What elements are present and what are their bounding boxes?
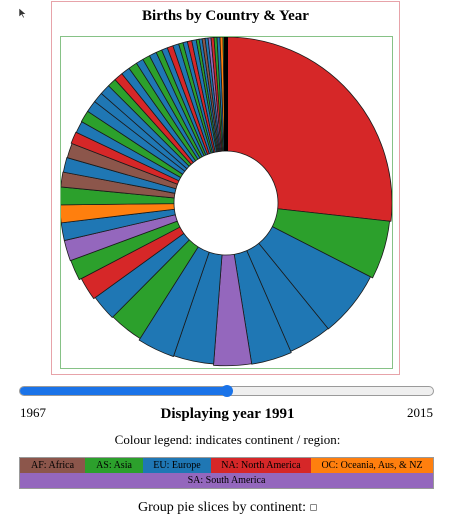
year-max-label: 2015 <box>407 405 433 420</box>
pie-slice[interactable] <box>61 186 175 206</box>
pie-slice[interactable] <box>70 131 180 185</box>
group-by-continent-label: Group pie slices by continent: <box>138 500 306 515</box>
pie-slice[interactable] <box>61 171 176 199</box>
year-min-label: 1967 <box>20 405 46 420</box>
legend-item-oceania: OC: Oceania, Aus, & NZ <box>311 458 433 473</box>
pie-slice[interactable] <box>138 246 210 357</box>
slider-thumb[interactable] <box>220 385 233 397</box>
legend-item-north-america: NA: North America <box>211 458 311 473</box>
legend-item-south-america: SA: South America <box>20 473 433 488</box>
chart-container: Births by Country & Year <box>51 1 400 375</box>
plot-area <box>60 36 393 369</box>
year-slider[interactable] <box>19 385 434 397</box>
pie-slice[interactable] <box>258 226 371 330</box>
pie-slice[interactable] <box>62 157 177 194</box>
chart-title: Births by Country & Year <box>142 8 309 24</box>
births-pie-chart[interactable] <box>61 37 392 368</box>
pie-slice[interactable] <box>225 37 392 222</box>
pie-slice[interactable] <box>271 208 391 279</box>
group-by-continent-checkbox[interactable] <box>309 504 317 512</box>
group-by-continent-row: Group pie slices by continent: <box>0 500 455 516</box>
legend-item-asia: AS: Asia <box>85 458 143 473</box>
pie-slice[interactable] <box>61 203 175 224</box>
mouse-pointer-icon <box>18 7 27 19</box>
year-display: Displaying year 1991 <box>160 406 295 422</box>
legend-item-africa: AF: Africa <box>20 458 85 473</box>
slider-fill <box>20 387 227 395</box>
legend-title: Colour legend: indicates continent / reg… <box>114 432 341 447</box>
pie-slice[interactable] <box>233 250 292 365</box>
legend-item-europe: EU: Europe <box>143 458 211 473</box>
continent-legend: AF: Africa AS: Asia EU: Europe NA: North… <box>19 457 434 489</box>
pie-slice[interactable] <box>213 253 253 367</box>
